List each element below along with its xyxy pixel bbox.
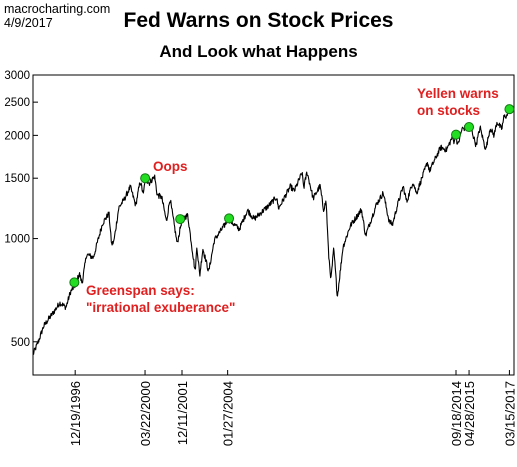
y-tick-label: 2500 (4, 97, 30, 109)
annotations: Greenspan says: "irrational exuberance" Oo… (86, 86, 499, 315)
annotation-text: Yellen warns (417, 86, 499, 101)
event-marker (451, 129, 462, 140)
x-tick-label: 09/18/2014 (449, 381, 464, 446)
x-axis: 12/19/1996 03/22/2000 12/11/2001 01/27/2004… (68, 370, 517, 446)
x-tick-label: 04/28/2015 (462, 381, 477, 446)
event-marker (504, 104, 515, 115)
y-tick-label: 1000 (4, 234, 30, 246)
event-markers (69, 104, 515, 288)
event-marker (224, 213, 235, 224)
series-line (32, 107, 512, 355)
event-marker (175, 214, 186, 225)
date-label: 4/9/2017 (4, 16, 53, 30)
event-marker (464, 122, 475, 133)
y-tick-label: 1500 (4, 173, 30, 185)
x-tick-label: 12/11/2001 (175, 381, 190, 445)
source-label: macrocharting.com (4, 2, 111, 16)
x-tick-label: 03/22/2000 (138, 381, 153, 446)
event-marker (140, 173, 151, 184)
y-tick-label: 2000 (4, 130, 30, 142)
chart-title: Fed Warns on Stock Prices (123, 9, 394, 32)
annotation-text: "irrational exuberance" (86, 300, 235, 315)
event-marker (69, 277, 80, 288)
annotation-text: Greenspan says: (86, 283, 195, 298)
plot-frame (32, 74, 515, 376)
y-tick-label: 3000 (4, 70, 30, 82)
x-tick-label: 12/19/1996 (68, 381, 83, 446)
x-tick-label: 03/15/2017 (502, 381, 517, 446)
annotation-text: Oops (153, 159, 188, 174)
y-axis: 500 1000 1500 2000 2500 3000 (4, 70, 38, 349)
annotation-text: on stocks (417, 103, 480, 118)
x-tick-label: 01/27/2004 (221, 381, 236, 446)
chart-subtitle: And Look what Happens (159, 42, 358, 61)
y-tick-label: 500 (11, 337, 30, 349)
